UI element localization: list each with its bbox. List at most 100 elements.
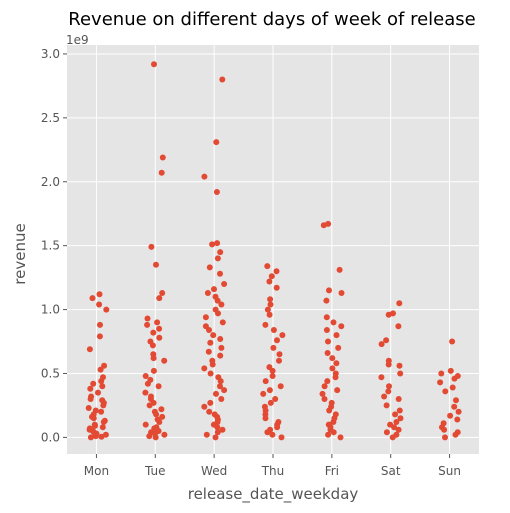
- data-point: [323, 327, 330, 333]
- data-point: [278, 434, 285, 441]
- data-point: [97, 321, 103, 328]
- data-point: [442, 434, 448, 441]
- data-point: [378, 374, 385, 381]
- data-point: [213, 390, 219, 397]
- data-point: [156, 325, 163, 332]
- data-point: [274, 424, 281, 431]
- chart-title: Revenue on different days of week of rel…: [68, 9, 475, 30]
- data-point: [395, 323, 402, 330]
- data-point: [207, 339, 214, 346]
- data-point: [267, 399, 274, 406]
- data-point: [447, 412, 454, 419]
- grid-lines: [67, 45, 479, 454]
- data-point: [330, 319, 337, 326]
- data-point: [262, 378, 269, 385]
- data-point: [158, 169, 165, 176]
- data-point: [383, 429, 390, 436]
- data-point: [395, 396, 402, 402]
- data-point: [385, 361, 392, 368]
- data-point: [264, 429, 271, 436]
- data-point: [441, 426, 448, 433]
- data-point: [159, 413, 166, 420]
- data-point: [323, 314, 330, 321]
- data-point: [203, 431, 210, 438]
- data-point: [326, 287, 332, 294]
- data-point: [452, 431, 459, 438]
- x-tick-label: Wed: [201, 464, 227, 478]
- data-point: [391, 424, 398, 431]
- data-point: [449, 338, 456, 345]
- data-point: [205, 348, 212, 355]
- data-point: [206, 264, 213, 271]
- data-point: [262, 321, 269, 328]
- data-point: [442, 388, 449, 395]
- data-point: [325, 338, 331, 345]
- data-point: [213, 139, 220, 146]
- data-point: [99, 383, 106, 390]
- data-point: [381, 393, 388, 400]
- data-point: [385, 311, 392, 318]
- data-point: [397, 415, 404, 422]
- data-point: [86, 346, 93, 353]
- data-point: [383, 402, 390, 409]
- data-point: [201, 173, 208, 180]
- data-point: [397, 370, 404, 377]
- data-point: [264, 263, 271, 270]
- data-point: [150, 355, 157, 362]
- data-point: [161, 357, 168, 364]
- data-point: [383, 337, 390, 344]
- data-point: [219, 76, 226, 83]
- data-point: [150, 329, 157, 336]
- data-point: [217, 383, 223, 390]
- data-point: [270, 344, 277, 351]
- data-point: [206, 408, 213, 415]
- data-point: [201, 365, 208, 372]
- data-point: [333, 332, 340, 339]
- y-axis-label: revenue: [11, 223, 29, 284]
- data-point: [392, 411, 399, 418]
- data-point: [95, 389, 101, 396]
- data-point: [154, 319, 161, 326]
- data-point: [156, 419, 163, 425]
- data-point: [333, 360, 340, 367]
- data-point: [449, 384, 456, 391]
- data-point: [276, 357, 282, 364]
- data-point: [324, 350, 331, 356]
- data-point: [207, 399, 214, 406]
- data-point: [158, 406, 165, 413]
- y-tick-label: 2.0: [41, 175, 60, 189]
- data-point: [217, 378, 224, 385]
- data-point: [218, 301, 225, 308]
- data-point: [213, 189, 220, 195]
- data-point: [276, 351, 283, 358]
- data-point: [329, 365, 336, 372]
- data-point: [269, 431, 276, 438]
- x-axis: Mon Tue Wed Thu Fri Sat Sun: [84, 454, 461, 478]
- data-point: [330, 419, 337, 425]
- data-point: [161, 431, 168, 438]
- data-point: [378, 341, 385, 348]
- data-point: [323, 297, 330, 304]
- data-point: [207, 370, 214, 377]
- data-point: [99, 424, 106, 431]
- data-point: [396, 362, 403, 369]
- data-point: [90, 380, 97, 387]
- data-point: [330, 429, 337, 436]
- data-point: [218, 396, 225, 402]
- data-point: [337, 434, 344, 441]
- data-point: [156, 295, 163, 302]
- data-point: [153, 261, 159, 268]
- data-point: [272, 396, 279, 402]
- data-point: [386, 383, 392, 390]
- data-point: [144, 321, 151, 328]
- data-point: [142, 421, 149, 428]
- data-point: [92, 433, 99, 440]
- data-point: [214, 255, 221, 262]
- x-tick-label: Mon: [84, 464, 109, 478]
- y-axis: 0.0 0.5 1.0 1.5 2.0 2.5 3.0: [41, 47, 67, 444]
- data-point: [221, 281, 228, 287]
- data-point: [206, 327, 212, 333]
- x-tick-label: Sat: [381, 464, 401, 478]
- data-point: [142, 373, 149, 379]
